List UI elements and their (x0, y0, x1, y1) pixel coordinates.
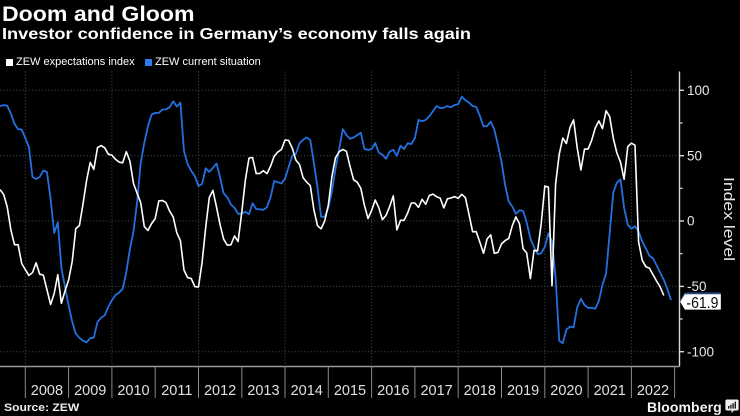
svg-text:-100: -100 (687, 344, 714, 359)
svg-text:2009: 2009 (74, 383, 106, 399)
svg-text:2011: 2011 (161, 383, 192, 399)
svg-text:2022: 2022 (637, 383, 669, 399)
svg-text:2013: 2013 (247, 383, 279, 399)
svg-text:2015: 2015 (334, 383, 366, 399)
svg-text:2010: 2010 (117, 383, 149, 399)
svg-text:50: 50 (687, 148, 702, 163)
svg-text:2016: 2016 (377, 383, 409, 399)
svg-text:0: 0 (687, 214, 695, 229)
svg-text:2012: 2012 (204, 383, 236, 399)
svg-text:2017: 2017 (420, 383, 452, 399)
svg-text:2020: 2020 (550, 383, 582, 399)
svg-text:-50: -50 (687, 279, 707, 294)
svg-text:2019: 2019 (507, 383, 539, 399)
svg-text:2018: 2018 (464, 383, 496, 399)
svg-text:2008: 2008 (31, 383, 63, 399)
svg-text:2014: 2014 (291, 383, 323, 399)
svg-text:Index level: Index level (720, 177, 736, 261)
svg-text:2021: 2021 (594, 383, 626, 399)
svg-text:-61.9: -61.9 (686, 295, 718, 312)
svg-text:100: 100 (687, 83, 710, 98)
